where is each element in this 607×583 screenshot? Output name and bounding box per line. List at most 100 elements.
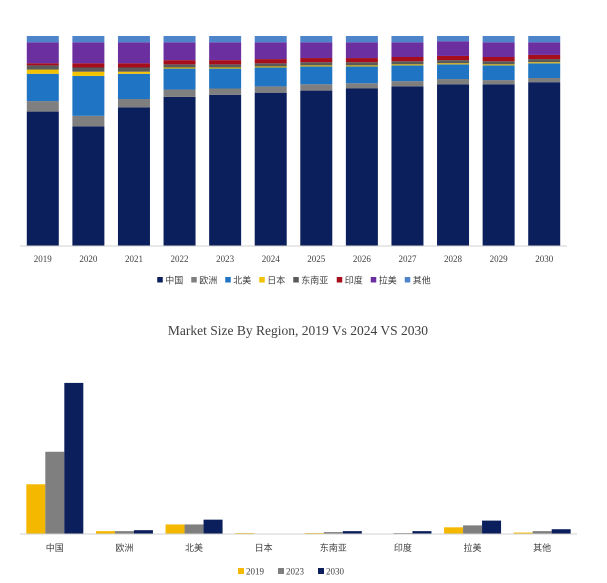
bar-2-2023 [184,524,204,534]
stack-seg-2022-7 [163,36,196,43]
stack-seg-2020-6 [72,42,105,64]
stack-seg-2021-4 [117,67,150,72]
stack-seg-2025-7 [300,36,333,43]
bar-chart-title: Market Size By Region, 2019 Vs 2024 VS 2… [168,323,428,338]
stack-seg-2023-0 [209,94,242,246]
stack-seg-2027-2 [391,65,424,82]
stack-legend-swatch-4 [293,277,299,283]
stack-seg-2023-5 [209,60,242,65]
stack-seg-2026-1 [345,83,378,89]
stack-seg-2019-4 [26,65,59,70]
stack-seg-2025-4 [300,62,333,66]
bar-5-2030 [412,531,432,534]
stack-seg-2020-3 [72,71,105,76]
stack-seg-2029-3 [482,64,515,66]
stack-seg-2027-1 [391,81,424,87]
stack-seg-2030-6 [528,42,561,55]
stack-legend-swatch-1 [191,277,197,283]
stack-seg-2023-3 [209,67,242,69]
stack-seg-2027-5 [391,57,424,62]
stack-seg-2026-2 [345,66,378,84]
stack-x-tick-2030: 2030 [535,254,554,264]
stack-seg-2022-0 [163,96,196,247]
stack-x-tick-2020: 2020 [79,254,98,264]
bar-1-2030 [133,530,153,535]
stack-seg-2019-1 [26,101,59,112]
bar-0-2019 [26,484,46,535]
stack-seg-2021-6 [117,42,150,64]
stack-seg-2022-1 [163,89,196,97]
stack-seg-2022-5 [163,60,196,65]
bar-2-2019 [165,524,185,534]
stack-seg-2030-7 [528,36,561,43]
stack-seg-2030-2 [528,63,561,78]
stack-seg-2022-2 [163,68,196,90]
stack-seg-2023-1 [209,88,242,95]
bar-7-2023 [532,531,552,534]
stack-seg-2023-6 [209,42,242,61]
stack-seg-2024-6 [254,42,287,60]
stack-seg-2027-4 [391,61,424,65]
stack-seg-2020-2 [72,75,105,116]
bar-x-tick-5: 印度 [394,542,412,554]
stack-seg-2027-0 [391,86,424,247]
stack-seg-2027-6 [391,42,424,57]
bar-legend-swatch-2023 [278,568,284,574]
stack-x-tick-2026: 2026 [353,254,372,264]
bar-4-2023 [323,532,343,534]
stack-seg-2020-4 [72,67,105,72]
stack-seg-2020-0 [72,126,105,246]
stack-seg-2024-2 [254,67,287,87]
stack-seg-2028-1 [437,79,470,85]
stack-seg-2019-0 [26,111,59,246]
bar-2-2030 [203,519,223,534]
stack-seg-2030-3 [528,62,561,64]
stack-seg-2029-2 [482,65,515,81]
stack-seg-2028-2 [437,64,470,80]
bar-x-tick-1: 欧洲 [115,542,133,554]
grouped-bar-chart: Market Size By Region, 2019 Vs 2024 VS 2… [20,323,577,577]
bar-1-2019 [95,531,115,534]
bar-x-tick-0: 中国 [46,542,64,554]
stack-x-tick-2027: 2027 [398,254,417,264]
stack-seg-2023-4 [209,64,242,68]
stack-seg-2019-3 [26,69,59,74]
stack-seg-2026-5 [345,58,378,63]
stack-seg-2024-5 [254,59,287,64]
bar-legend-swatch-2019 [238,568,244,574]
stack-seg-2024-7 [254,36,287,43]
stack-legend-swatch-2 [225,277,231,283]
stack-seg-2025-2 [300,66,333,85]
stack-legend-label-3: 日本 [267,275,285,287]
stack-seg-2029-4 [482,61,515,65]
stack-seg-2019-7 [26,36,59,43]
stack-legend-label-0: 中国 [165,275,183,287]
stack-x-tick-2025: 2025 [307,254,326,264]
stack-seg-2030-5 [528,54,561,60]
stack-seg-2028-6 [437,41,470,56]
bar-6-2019 [444,527,464,534]
stack-seg-2021-1 [117,99,150,108]
bar-legend-label-2023: 2023 [286,567,305,577]
stack-seg-2028-0 [437,84,470,246]
stack-seg-2025-3 [300,65,333,67]
stack-seg-2025-6 [300,42,333,59]
stack-seg-2021-7 [117,36,150,43]
stack-seg-2024-0 [254,92,287,246]
stack-seg-2022-4 [163,64,196,68]
stack-seg-2030-4 [528,59,561,63]
stack-legend: 中国 欧洲 北美 日本 东南亚 印度 拉美 其他 [157,275,431,287]
stack-legend-swatch-3 [259,277,265,283]
bar-x-tick-7: 其他 [533,542,551,554]
stack-seg-2024-1 [254,86,287,93]
stack-seg-2028-5 [437,55,470,61]
stack-x-tick-2022: 2022 [171,254,189,264]
bar-legend-label-2030: 2030 [326,567,345,577]
bar-6-2023 [463,525,483,534]
stack-seg-2026-6 [345,42,378,59]
stack-legend-label-2: 北美 [233,275,251,287]
stack-seg-2029-0 [482,84,515,246]
stack-seg-2030-0 [528,82,561,246]
stack-seg-2020-7 [72,36,105,43]
bar-7-2019 [513,532,533,534]
